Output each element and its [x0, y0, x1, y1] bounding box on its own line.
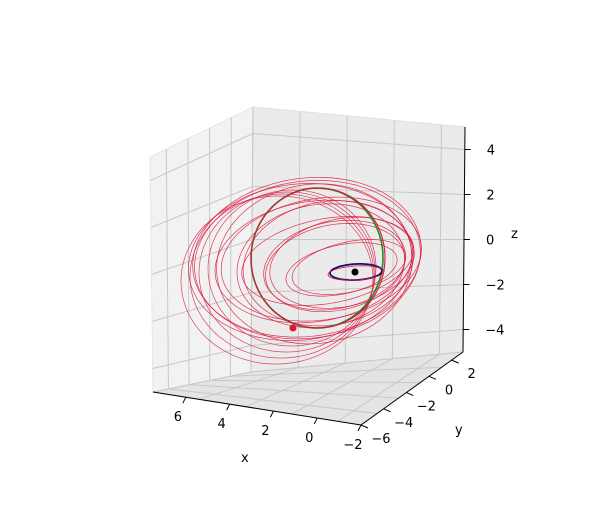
z-axis-label: z [511, 227, 518, 242]
axes-grid [150, 106, 465, 422]
z-tick-label: −4 [485, 324, 504, 339]
transfer-trajectory [194, 180, 421, 340]
outer-orbit-overlay [250, 187, 386, 329]
back-left-pane [149, 106, 254, 393]
z-tick-label: 0 [486, 234, 494, 249]
transfer-trajectory [220, 196, 422, 322]
y-tick [451, 359, 459, 364]
x-tick-label: 0 [305, 431, 313, 446]
transfer-trajectory [291, 239, 407, 295]
spacecraft-marker [289, 324, 297, 332]
transfer-trajectory [216, 183, 413, 345]
x-tick [182, 396, 187, 404]
x-gridline-floor [230, 366, 442, 377]
x-axis-label: x [241, 451, 249, 466]
y-tick-label: −2 [417, 400, 436, 415]
y-tick [360, 424, 369, 429]
z-gridline-left [151, 239, 253, 275]
x-gridline-floor [168, 388, 378, 414]
y-tick-label: −6 [371, 432, 390, 447]
y-tick [406, 392, 414, 397]
x-tick [269, 410, 274, 418]
transfer-trajectory-wide [207, 189, 377, 347]
transfer-trajectory [269, 216, 415, 309]
x-axis-line [152, 391, 362, 426]
y-axis-label: y [455, 423, 463, 438]
data-series [180, 177, 422, 365]
x-tick-label: 2 [261, 424, 269, 439]
data-markers [289, 268, 359, 332]
z-gridline-left [150, 186, 253, 228]
z-tick-label: 2 [486, 189, 494, 204]
transfer-trajectory-wide [198, 191, 376, 353]
x-gridline-floor [250, 351, 464, 373]
x-tick [313, 417, 318, 425]
y-tick-label: 2 [468, 367, 476, 382]
y-gridline-floor [152, 371, 252, 393]
transfer-trajectory [241, 216, 415, 306]
transfer-trajectory [192, 177, 422, 338]
transfer-trajectory [263, 219, 406, 311]
y-tick-label: 0 [445, 383, 453, 398]
y-gridline-floor [199, 367, 299, 400]
z-gridline-right [251, 284, 464, 293]
x-gridline-floor [189, 384, 399, 399]
x-tick [357, 424, 362, 432]
y-gridline-floor [291, 358, 393, 415]
z-tick-label: 4 [487, 144, 495, 159]
x-tick-label: 4 [217, 417, 225, 432]
z-gridline-left [151, 292, 252, 322]
x-tick-label: 6 [174, 410, 182, 425]
y-tick-label: −4 [394, 416, 413, 431]
x-gridline-floor [209, 379, 421, 384]
transfer-trajectory [236, 203, 405, 329]
z-tick-label: −2 [486, 279, 505, 294]
inner-orbit-overlay [327, 265, 385, 281]
z-gridline-right [251, 329, 464, 346]
central-body-marker [351, 268, 359, 276]
x-tick [226, 403, 231, 411]
transfer-trajectory [242, 200, 414, 327]
y-tick [383, 408, 391, 413]
y-axis-line [360, 351, 464, 426]
y-gridline-floor [245, 362, 346, 408]
x-tick-label: −2 [343, 438, 362, 453]
z-gridline-left [152, 345, 252, 369]
y-gridline-floor [337, 353, 440, 422]
z-gridline-left [150, 133, 254, 181]
transfer-trajectory [214, 199, 414, 324]
y-tick [428, 375, 437, 380]
transfer-trajectory-wide [180, 195, 374, 365]
z-gridline-right [252, 133, 465, 150]
transfer-trajectory-wide [189, 193, 375, 359]
